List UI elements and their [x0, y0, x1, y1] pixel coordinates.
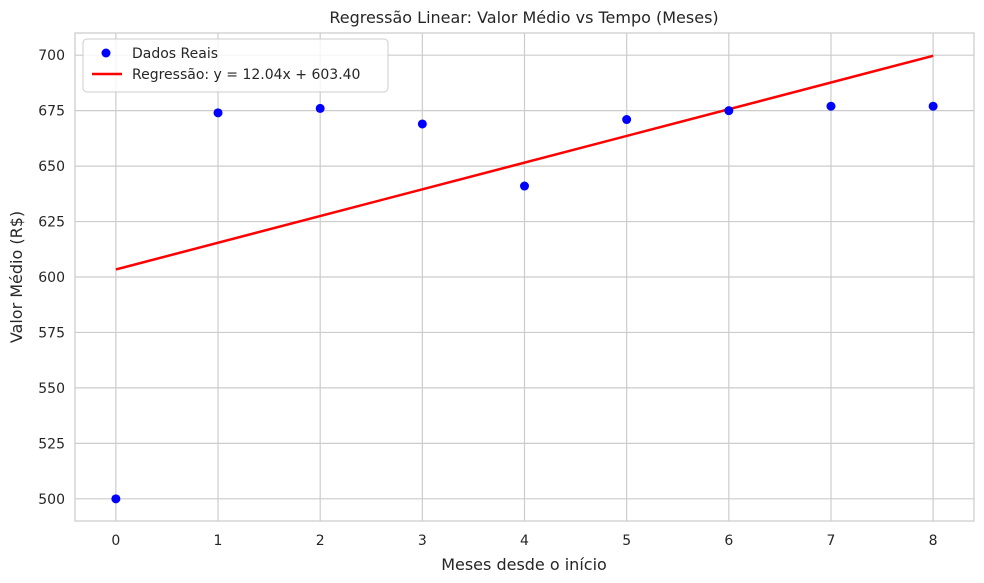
data-point: [213, 108, 223, 118]
data-point: [111, 494, 121, 504]
data-point: [520, 181, 529, 191]
y-tick-label: 650: [38, 159, 65, 175]
x-tick-label: 2: [316, 533, 325, 549]
regression-line: [115, 54, 934, 271]
series-layer: [111, 54, 938, 504]
x-tick-label: 8: [929, 533, 938, 549]
legend-marker-dados-reais: [101, 48, 111, 58]
data-point: [315, 103, 325, 113]
x-tick-label: 4: [520, 533, 529, 549]
x-tick-label: 5: [622, 533, 631, 549]
grid-lines: [75, 33, 974, 521]
data-point: [622, 115, 632, 125]
y-tick-label: 600: [38, 270, 65, 286]
y-tick-label: 675: [38, 104, 65, 120]
data-point: [826, 101, 836, 111]
y-tick-label: 550: [38, 381, 65, 397]
plot-frame: [74, 32, 975, 522]
chart-title: Regressão Linear: Valor Médio vs Tempo (…: [329, 8, 718, 27]
legend-box: [82, 38, 389, 93]
data-point: [928, 101, 938, 111]
axis-ticks: 0 1 2 3 4 5 6 7 8 500 525 550 575 600 625 650 675 700: [38, 48, 937, 549]
x-tick-label: 7: [827, 533, 836, 549]
x-tick-label: 6: [724, 533, 733, 549]
x-tick-label: 1: [214, 533, 223, 549]
x-tick-label: 3: [418, 533, 427, 549]
y-tick-label: 575: [38, 325, 65, 341]
y-tick-label: 525: [38, 436, 65, 452]
y-tick-label: 500: [38, 492, 65, 508]
x-axis-label: Meses desde o início: [441, 555, 607, 574]
y-tick-label: 625: [38, 215, 65, 231]
data-point: [724, 106, 734, 116]
y-axis-label: Valor Médio (R$): [7, 211, 26, 343]
data-point: [417, 119, 427, 129]
legend-label-dados-reais: Dados Reais: [132, 46, 218, 62]
legend-label-regressao: Regressão: y = 12.04x + 603.40: [132, 67, 360, 83]
legend: Dados Reais Regressão: y = 12.04x + 603.…: [82, 38, 389, 93]
y-tick-label: 700: [38, 48, 65, 64]
x-tick-label: 0: [111, 533, 120, 549]
